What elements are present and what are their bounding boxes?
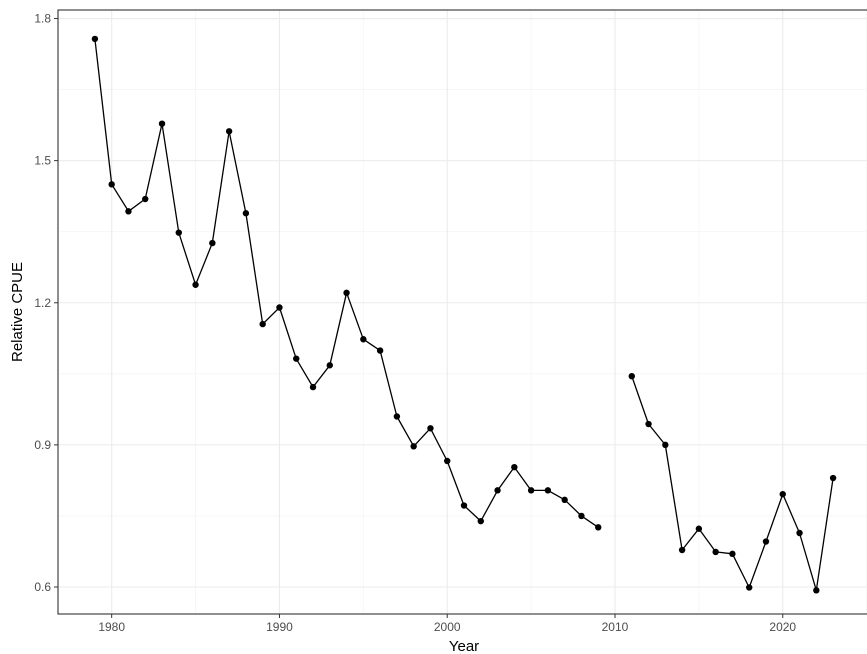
data-point — [242, 210, 250, 217]
data-point — [645, 420, 652, 428]
x-tick-label: 2000 — [434, 620, 461, 634]
x-tick-label: 2020 — [769, 620, 796, 634]
data-point — [796, 529, 803, 537]
data-point — [746, 584, 753, 591]
data-point — [91, 35, 99, 43]
data-point — [175, 229, 182, 236]
x-axis-title: Year — [449, 638, 479, 654]
data-point — [192, 281, 199, 288]
data-point — [712, 548, 719, 556]
data-point — [427, 425, 434, 432]
series-points — [91, 35, 837, 594]
data-point — [326, 362, 333, 369]
data-point — [511, 463, 518, 471]
data-point — [779, 490, 786, 498]
data-point — [293, 355, 300, 362]
data-point — [729, 550, 736, 558]
y-axis-title: Relative CPUE — [9, 262, 26, 362]
data-point — [259, 320, 266, 328]
data-point — [460, 502, 468, 509]
data-point — [276, 304, 283, 311]
data-point — [813, 587, 820, 594]
x-axis-ticks — [111, 614, 784, 618]
data-point — [444, 457, 451, 465]
data-point — [209, 239, 216, 247]
data-point — [393, 413, 401, 420]
data-point — [762, 538, 770, 545]
x-tick-label: 1990 — [266, 620, 293, 634]
data-point — [678, 546, 686, 554]
y-tick-label: 1.8 — [34, 12, 51, 26]
data-point — [695, 525, 703, 532]
data-point — [142, 195, 149, 203]
plot-panel-background — [58, 10, 867, 614]
data-point — [494, 487, 501, 494]
y-tick-label: 0.9 — [34, 438, 51, 452]
data-point — [477, 517, 484, 525]
data-point — [376, 347, 384, 354]
data-point — [410, 443, 417, 450]
x-axis-tick-labels: 1980 1990 2000 2010 2020 — [98, 620, 796, 634]
x-tick-label: 2010 — [602, 620, 629, 634]
data-point — [360, 336, 367, 343]
y-axis-ticks — [54, 18, 58, 588]
data-point — [225, 128, 233, 135]
data-point — [628, 372, 635, 380]
data-point — [309, 383, 317, 391]
data-point — [125, 208, 132, 215]
major-gridlines — [58, 10, 867, 614]
y-tick-label: 1.2 — [34, 296, 51, 310]
data-point — [829, 474, 837, 482]
data-point — [595, 524, 602, 531]
data-point — [108, 181, 115, 188]
data-point — [561, 496, 568, 504]
data-point — [544, 487, 552, 494]
plot-panel-border — [57, 9, 867, 615]
data-point — [527, 487, 535, 494]
data-point — [662, 441, 669, 449]
data-point — [158, 120, 166, 127]
data-point — [343, 289, 350, 297]
y-tick-label: 1.5 — [34, 154, 51, 168]
y-axis-tick-labels: 0.6 0.9 1.2 1.5 1.8 — [34, 12, 51, 594]
y-tick-label: 0.6 — [34, 580, 51, 594]
x-tick-label: 1980 — [98, 620, 125, 634]
data-point — [578, 512, 585, 520]
